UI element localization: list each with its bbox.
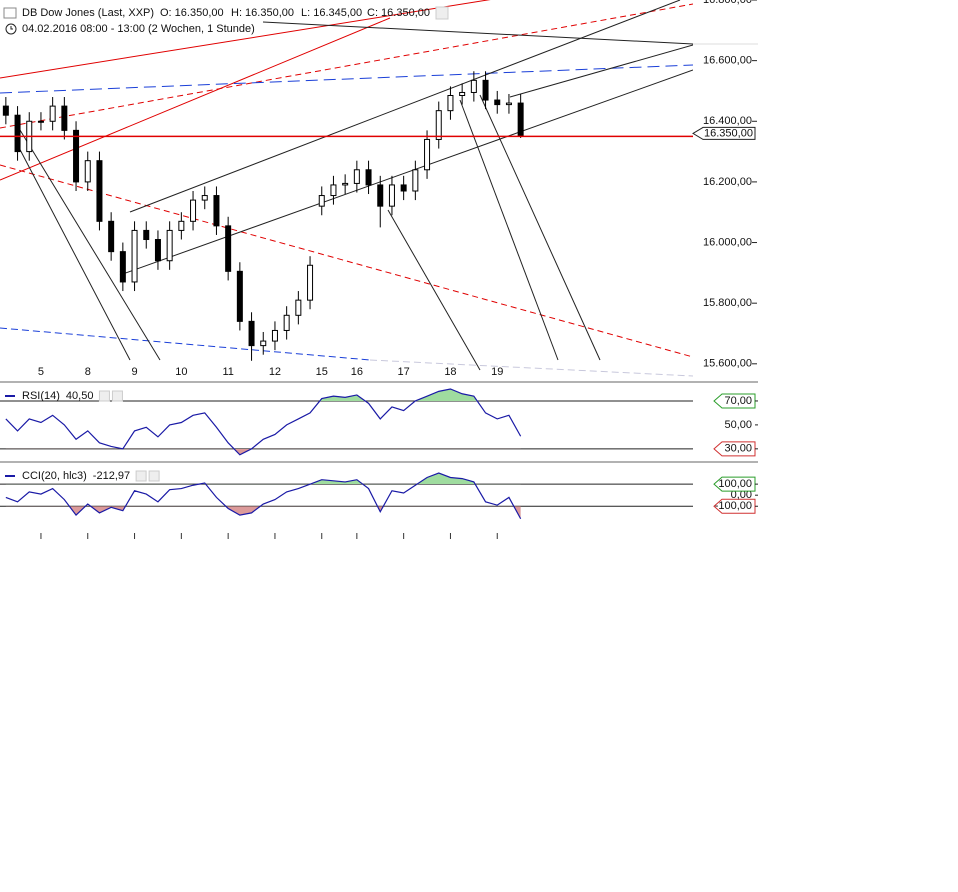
- candle-body: [84, 160, 91, 183]
- indicator-line: [5, 472, 522, 520]
- last-price-box: [692, 126, 756, 140]
- y-tick-label: 16.600,00: [703, 55, 752, 67]
- candle-body: [377, 184, 384, 207]
- candle-body: [435, 110, 442, 140]
- candle-body: [2, 105, 9, 116]
- candle-body: [353, 169, 360, 184]
- indicator-title: CCI(20, hlc3): [22, 470, 87, 482]
- candle-body: [505, 102, 512, 106]
- candle-body: [459, 91, 466, 96]
- y-tick-label: -100,00: [715, 500, 752, 512]
- candle-body: [307, 264, 314, 301]
- candle-body: [96, 160, 103, 222]
- candle-body: [470, 79, 477, 93]
- candle-body: [14, 114, 21, 153]
- close-icon[interactable]: [111, 390, 123, 402]
- settings-icon[interactable]: [435, 6, 449, 20]
- overbought-fill: [5, 473, 521, 485]
- candle-body: [494, 99, 501, 106]
- candle-body: [400, 184, 407, 192]
- y-tick-label: 16.400,00: [703, 115, 752, 127]
- indicator-value: 40,50: [66, 390, 94, 402]
- close: C: 16.350,00: [367, 7, 430, 19]
- x-tick-label: 15: [316, 366, 328, 378]
- y-tick-label: 30,00: [724, 443, 752, 455]
- x-tick-label: 9: [131, 366, 137, 378]
- x-tick-label: 10: [175, 366, 187, 378]
- y-tick-label: 15.800,00: [703, 297, 752, 309]
- close-icon[interactable]: [148, 470, 160, 482]
- candle-body: [154, 239, 161, 262]
- candle-body: [330, 184, 337, 197]
- candle-body: [166, 229, 173, 262]
- candle-body: [260, 340, 267, 347]
- symbol-icon: [3, 7, 17, 19]
- x-tick-label: 19: [491, 366, 503, 378]
- candle-body: [248, 320, 255, 347]
- x-tick-label: 11: [222, 366, 233, 378]
- candle-body: [143, 229, 150, 241]
- title: DB Dow Jones (Last, XXP): [22, 7, 154, 19]
- candle-body: [73, 129, 80, 183]
- clock-hands: [10, 26, 13, 30]
- y-tick-label: 16.200,00: [703, 176, 752, 188]
- open: O: 16.350,00: [160, 7, 224, 19]
- candles: [2, 71, 524, 361]
- candle-body: [342, 182, 349, 186]
- high: H: 16.350,00: [231, 7, 294, 19]
- y-tick-label: 0,00: [731, 489, 752, 501]
- candle-body: [37, 120, 44, 123]
- candle-body: [365, 169, 372, 186]
- y-tick-label: 50,00: [724, 419, 752, 431]
- x-tick-label: 18: [444, 366, 456, 378]
- x-tick-label: 5: [38, 366, 44, 378]
- indicator-line: [5, 388, 522, 456]
- candle-body: [424, 138, 431, 171]
- y-tick-label: 15.600,00: [703, 358, 752, 370]
- candle-body: [482, 79, 489, 101]
- indicator-value: -212,97: [93, 470, 130, 482]
- candle-body: [295, 299, 302, 316]
- candle-body: [225, 225, 232, 272]
- candle-body: [283, 314, 290, 331]
- candle-body: [236, 270, 243, 322]
- candle-body: [61, 105, 68, 131]
- indicator-title: RSI(14): [22, 390, 60, 402]
- settings-icon[interactable]: [98, 390, 110, 402]
- x-tick-label: 17: [398, 366, 410, 378]
- y-tick-label: 16.000,00: [703, 236, 752, 248]
- candle-body: [318, 195, 325, 207]
- trendlines: [0, 0, 693, 377]
- y-tick-label: 16.800,00: [703, 0, 752, 6]
- subtitle: 04.02.2016 08:00 - 13:00 (2 Wochen, 1 St…: [22, 23, 255, 35]
- y-tick-label: 100,00: [718, 478, 752, 490]
- candle-body: [178, 220, 185, 231]
- x-tick-label: 16: [351, 366, 363, 378]
- candle-body: [131, 229, 138, 283]
- candle-body: [412, 169, 419, 192]
- candle-body: [49, 105, 56, 122]
- candle-body: [271, 329, 278, 342]
- x-tick-label: 12: [269, 366, 281, 378]
- candle-body: [388, 184, 395, 207]
- y-tick-label: 70,00: [724, 395, 752, 407]
- x-tick-label: 8: [85, 366, 91, 378]
- clock-icon: [5, 23, 17, 35]
- candle-body: [190, 199, 197, 222]
- candle-body: [517, 102, 524, 137]
- settings-icon[interactable]: [135, 470, 147, 482]
- last-price-label: 16.350,00: [704, 127, 753, 139]
- candle-body: [213, 195, 220, 227]
- candle-body: [447, 95, 454, 112]
- candle-body: [201, 195, 208, 201]
- candle-body: [108, 220, 115, 253]
- low: L: 16.345,00: [301, 7, 362, 19]
- candle-body: [119, 251, 126, 283]
